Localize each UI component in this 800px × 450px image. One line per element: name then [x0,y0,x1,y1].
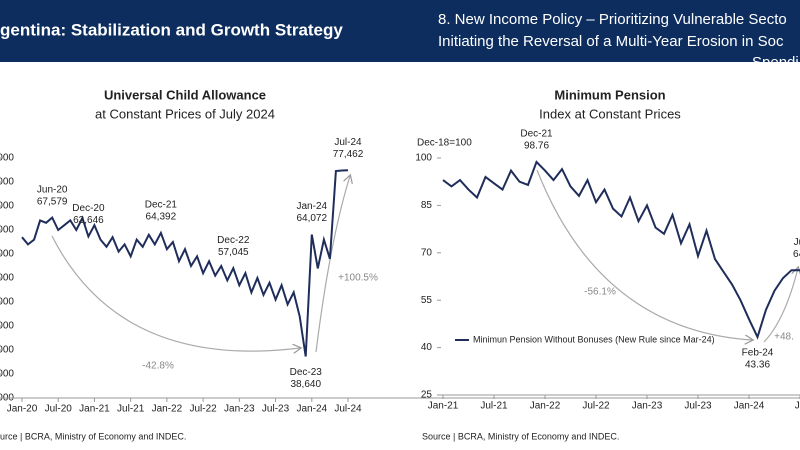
y-tick-label: 60,000 [0,249,14,260]
x-tick-label: Jul-21 [117,404,145,415]
point-label: Dec-22 [217,235,250,246]
header-band [0,0,800,62]
y-tick-label: 50,000 [0,297,14,308]
x-tick-label: Jul-20 [45,404,73,415]
point-label: Dec-21 [145,200,178,211]
value-label: 98.76 [524,141,549,152]
x-tick-label: Jan-22 [530,401,561,412]
x-tick-label: Jan-20 [7,404,38,415]
header-mask [0,62,800,66]
y-tick-label: 70,000 [0,201,14,212]
value-label: 77,462 [333,149,364,160]
y-tick-label: 85 [421,200,433,211]
data-line [442,160,800,340]
value-label: 38,640 [290,379,321,390]
header-subtitle: Initiating the Reversal of a Multi-Year … [438,33,784,50]
x-tick-label: Jan-24 [296,404,327,415]
change-arrow [536,169,752,340]
x-tick-label: Jul-23 [684,401,712,412]
x-tick-label: Jan-23 [632,401,663,412]
x-tick-label: Jul-22 [189,404,217,415]
change-annotation: -56.1% [584,287,616,298]
x-tick-label: Jul-21 [480,401,508,412]
value-label: 64,392 [146,212,177,223]
point-label: Feb-24 [742,348,774,359]
change-arrow [51,235,300,351]
change-arrow [763,268,798,343]
source-note: Source | BCRA, Ministry of Economy and I… [422,431,619,441]
legend-label: Minimun Pension Without Bonuses (New Rul… [473,334,715,344]
value-label: 64. [793,249,800,260]
x-tick-label: Jul-22 [582,401,610,412]
x-tick-label: Jul-23 [262,404,290,415]
header-title: gentina: Stabilization and Growth Strate… [0,20,343,39]
point-label: Jan-24 [296,201,327,212]
y-tick-label: 75,000 [0,177,14,188]
y-tick-label: 25 [421,390,433,401]
chart-title: Minimum Pension [554,87,665,102]
x-tick-label: Jan-21 [428,401,459,412]
data-line [21,169,349,357]
header-subtitle: 8. New Income Policy – Prioritizing Vuln… [438,11,787,28]
x-tick-label: Ju [795,401,800,412]
x-tick-label: Jan-21 [79,404,110,415]
chart-title: Universal Child Allowance [104,87,266,102]
x-tick-label: Jan-23 [224,404,255,415]
value-label: 67,579 [37,196,68,207]
point-label: Jul [794,237,800,248]
change-annotation: +48. [774,332,794,343]
y-tick-label: 100 [415,153,432,164]
y-tick-label: 40,000 [0,345,14,356]
change-annotation: +100.5% [338,273,378,284]
value-label: 57,045 [218,247,249,258]
y-axis-label: Dec-18=100 [417,138,472,149]
x-tick-label: Jul-24 [334,404,362,415]
x-tick-label: Jan-24 [734,401,765,412]
point-label: Dec-21 [520,129,553,140]
y-tick-label: 70 [421,247,433,258]
y-tick-label: 55 [421,295,433,306]
y-tick-label: 65,000 [0,225,14,236]
change-arrow [315,176,350,353]
chart-subtitle: Index at Constant Prices [539,106,681,121]
y-tick-label: 80,000 [0,153,14,164]
value-label: 43.36 [745,360,770,371]
change-annotation: -42.8% [142,361,174,372]
point-label: Dec-20 [72,203,105,214]
y-tick-label: 35,000 [0,369,14,380]
source-note: urce | BCRA, Ministry of Economy and IND… [0,431,186,441]
y-tick-label: 40 [421,342,433,353]
x-tick-label: Jan-22 [152,404,183,415]
value-label: 63,646 [73,215,104,226]
y-tick-label: 45,000 [0,321,14,332]
point-label: Jul-24 [334,137,362,148]
point-label: Jun-20 [37,184,68,195]
chart-subtitle: at Constant Prices of July 2024 [95,106,275,121]
y-tick-label: 55,000 [0,273,14,284]
value-label: 64,072 [296,213,327,224]
point-label: Dec-23 [290,367,323,378]
